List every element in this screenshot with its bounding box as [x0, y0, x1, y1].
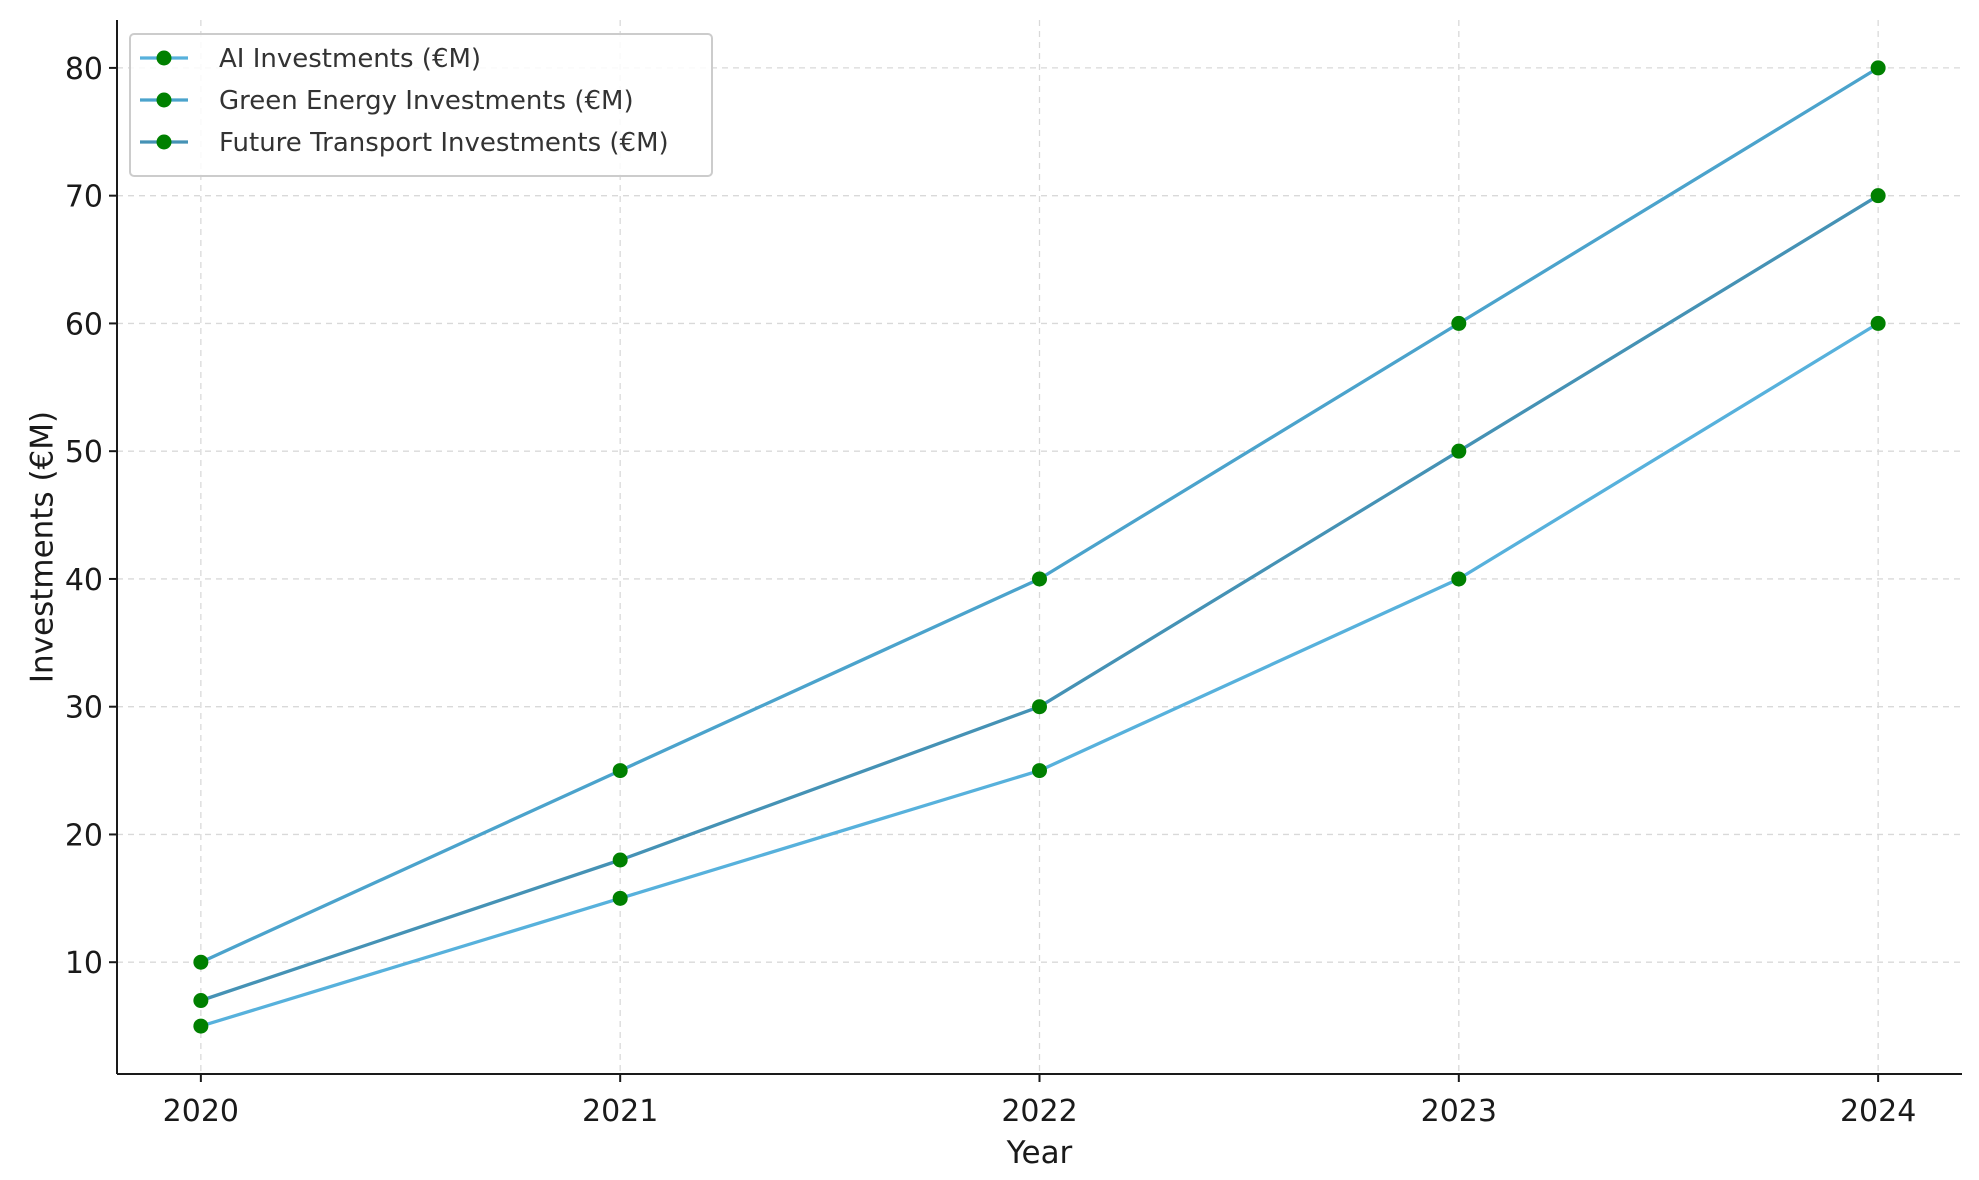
series-1-point: [1451, 571, 1467, 587]
series-1-point: [1032, 763, 1047, 779]
series-3-point: [612, 852, 628, 868]
series-2-point: [1451, 315, 1467, 331]
x-ticks: 2020 2021 2022 2023 2024: [163, 1074, 1916, 1129]
series-1-point: [1870, 315, 1886, 331]
series-3-point: [193, 993, 209, 1009]
series-2-point: [1032, 571, 1047, 587]
x-tick-label: 2020: [163, 1094, 239, 1129]
series-1-point: [612, 890, 628, 906]
legend-swatch-marker: [156, 92, 172, 108]
y-tick-label: 50: [65, 435, 103, 470]
x-tick-label: 2022: [1001, 1094, 1077, 1129]
x-axis-label: Year: [1006, 1135, 1073, 1171]
x-tick-label: 2023: [1421, 1094, 1497, 1129]
legend-box: [129, 33, 713, 177]
series-2-point: [1870, 60, 1886, 76]
legend-label: Green Energy Investments (€M): [219, 86, 634, 116]
y-tick-label: 80: [65, 52, 103, 87]
series-2-point: [612, 763, 628, 779]
legend-label: AI Investments (€M): [219, 44, 481, 74]
y-tick-label: 30: [65, 691, 103, 726]
series-3-point: [1451, 443, 1467, 459]
legend: AI Investments (€M) Green Energy Investme…: [129, 33, 713, 177]
y-axis-label: Investments (€M): [25, 411, 61, 683]
series-2-point: [193, 954, 209, 970]
x-tick-label: 2024: [1840, 1094, 1916, 1129]
y-tick-label: 70: [65, 180, 103, 215]
legend-label: Future Transport Investments (€M): [219, 128, 669, 158]
series-3-point: [1032, 699, 1047, 715]
y-tick-label: 60: [65, 307, 103, 342]
y-tick-label: 40: [65, 563, 103, 598]
x-tick-label: 2021: [582, 1094, 658, 1129]
y-tick-label: 10: [65, 946, 103, 981]
y-ticks: 10 20 30 40 50 60 70 80: [65, 52, 117, 981]
y-tick-label: 20: [65, 818, 103, 853]
series-1-point: [193, 1018, 209, 1034]
series-layer: [193, 60, 1886, 1034]
legend-swatch-marker: [156, 134, 172, 150]
legend-swatch-marker: [156, 50, 172, 66]
grid: [117, 20, 1962, 1074]
series-3-point: [1870, 188, 1886, 204]
